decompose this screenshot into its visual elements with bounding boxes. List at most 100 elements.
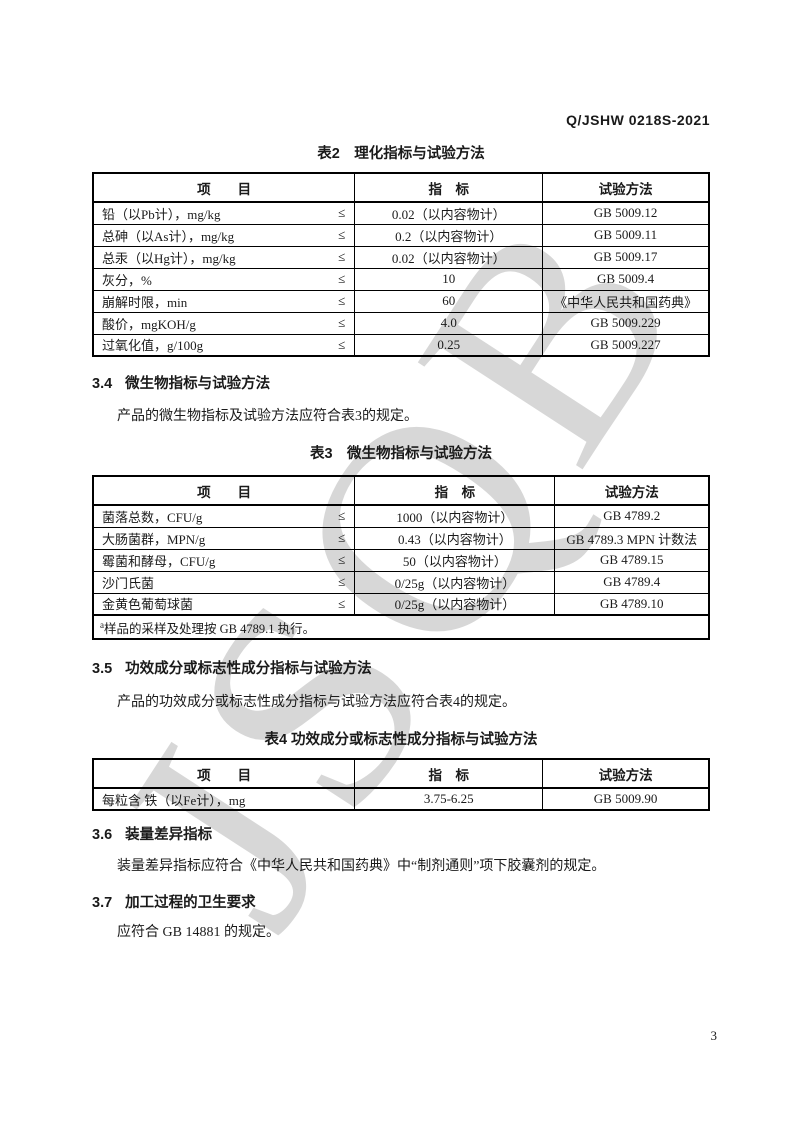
- indicator-value: 50（以内容物计）: [354, 548, 556, 572]
- table4-title: 表4 功效成分或标志性成分指标与试验方法: [264, 732, 538, 748]
- section-heading-3-4: 3.4 微生物指标与试验方法: [92, 375, 710, 393]
- col-header-item: 项 目: [92, 758, 356, 789]
- method-value: GB 5009.229: [542, 311, 710, 335]
- table-header-row: 项 目 指 标 试验方法: [92, 172, 710, 203]
- method-value: GB 4789.15: [554, 548, 710, 572]
- method-value: GB 4789.2: [554, 504, 710, 528]
- section-title: 装量差异指标: [125, 827, 213, 843]
- item-label: 过氧化值，g/100g: [102, 338, 204, 354]
- lte-symbol: ≤: [338, 552, 346, 567]
- doc-code: Q/JSHW 0218S-2021: [566, 112, 710, 128]
- section-body-3-6: 装量差异指标应符合《中华人民共和国药典》中“制剂通则”项下胶囊剂的规定。: [117, 859, 606, 874]
- section-body-3-5: 产品的功效成分或标志性成分指标与试验方法应符合表4的规定。: [117, 695, 516, 710]
- table-header-row: 项 目 指 标 试验方法: [92, 475, 710, 506]
- method-value: GB 5009.12: [542, 201, 710, 225]
- col-header-indicator: 指 标: [354, 475, 556, 506]
- indicator-value: 0.02（以内容物计）: [354, 245, 544, 269]
- col-header-item: 项 目: [92, 172, 356, 203]
- item-label: 金黄色葡萄球菌: [102, 597, 194, 613]
- lte-symbol: ≤: [338, 293, 346, 308]
- section-number: 3.4: [92, 376, 113, 392]
- footnote-text: 样品的采样及处理按 GB 4789.1 执行。: [104, 621, 316, 636]
- item-label: 沙门氏菌: [102, 575, 155, 591]
- col-header-indicator: 指 标: [354, 172, 544, 203]
- lte-symbol: ≤: [338, 508, 346, 524]
- table2-title: 表2 理化指标与试验方法: [317, 146, 485, 162]
- item-label: 菌落总数，CFU/g: [102, 509, 203, 525]
- table-footnote-row: a样品的采样及处理按 GB 4789.1 执行。: [92, 614, 710, 640]
- table-row: 总砷（以As计），mg/kg ≤ 0.2（以内容物计） GB 5009.11: [92, 223, 710, 247]
- section-body-3-4: 产品的微生物指标及试验方法应符合表3的规定。: [117, 409, 418, 424]
- lte-symbol: ≤: [338, 574, 346, 589]
- table-row: 大肠菌群，MPN/g ≤ 0.43（以内容物计） GB 4789.3 MPN 计数…: [92, 526, 710, 550]
- table-row: 每粒含 铁（以Fe计），mg 3.75-6.25 GB 5009.90: [92, 787, 710, 811]
- indicator-value: 0.02（以内容物计）: [354, 201, 544, 225]
- indicator-value: 0.25: [354, 333, 544, 357]
- col-header-method: 试验方法: [554, 475, 710, 506]
- item-label: 霉菌和酵母，CFU/g: [102, 553, 216, 569]
- page-number: 3: [710, 1028, 718, 1043]
- table3-title: 表3 微生物指标与试验方法: [309, 446, 493, 462]
- lte-symbol: ≤: [338, 271, 346, 286]
- lte-symbol: ≤: [338, 205, 346, 221]
- indicator-value: 1000（以内容物计）: [354, 504, 556, 528]
- section-title: 加工过程的卫生要求: [125, 895, 256, 911]
- method-value: GB 5009.90: [542, 787, 710, 811]
- table-row: 总汞（以Hg计），mg/kg ≤ 0.02（以内容物计） GB 5009.17: [92, 245, 710, 269]
- item-label: 灰分，%: [102, 272, 152, 288]
- table-row: 金黄色葡萄球菌 ≤ 0/25g（以内容物计） GB 4789.10: [92, 592, 710, 616]
- col-header-indicator: 指 标: [354, 758, 544, 789]
- indicator-value: 0/25g（以内容物计）: [354, 592, 556, 616]
- table-row: 灰分，% ≤ 10 GB 5009.4: [92, 267, 710, 291]
- item-label: 铅（以Pb计），mg/kg: [102, 206, 221, 222]
- indicator-value: 0.43（以内容物计）: [354, 526, 556, 550]
- item-label: 大肠菌群，MPN/g: [102, 531, 206, 547]
- table-row: 菌落总数，CFU/g ≤ 1000（以内容物计） GB 4789.2: [92, 504, 710, 528]
- footnote-marker: a: [100, 619, 104, 630]
- method-value: GB 5009.4: [542, 267, 710, 291]
- col-header-method: 试验方法: [542, 758, 710, 789]
- lte-symbol: ≤: [338, 530, 346, 545]
- table-row: 沙门氏菌 ≤ 0/25g（以内容物计） GB 4789.4: [92, 570, 710, 594]
- section-number: 3.6: [92, 827, 113, 843]
- section-number: 3.5: [92, 661, 113, 677]
- section-heading-3-5: 3.5 功效成分或标志性成分指标与试验方法: [92, 660, 710, 678]
- table-row: 崩解时限，min ≤ 60 《中华人民共和国药典》: [92, 289, 710, 313]
- indicator-value: 4.0: [354, 311, 544, 335]
- method-value: GB 5009.17: [542, 245, 710, 269]
- table-row: 霉菌和酵母，CFU/g ≤ 50（以内容物计） GB 4789.15: [92, 548, 710, 572]
- col-header-method: 试验方法: [542, 172, 710, 203]
- indicator-value: 0.2（以内容物计）: [354, 223, 544, 247]
- table-functional-components: 项 目 指 标 试验方法 每粒含 铁（以Fe计），mg 3.75-6.25 GB…: [92, 758, 710, 811]
- lte-symbol: ≤: [338, 336, 346, 352]
- section-title: 功效成分或标志性成分指标与试验方法: [125, 661, 372, 677]
- lte-symbol: ≤: [338, 249, 346, 264]
- section-title: 微生物指标与试验方法: [125, 376, 271, 392]
- indicator-value: 10: [354, 267, 544, 291]
- indicator-value: 3.75-6.25: [354, 787, 544, 811]
- table-microbiological: 项 目 指 标 试验方法 菌落总数，CFU/g ≤ 1000（以内容物计） GB …: [92, 475, 710, 640]
- lte-symbol: ≤: [338, 595, 346, 611]
- col-header-item: 项 目: [92, 475, 356, 506]
- indicator-value: 60: [354, 289, 544, 313]
- method-value: GB 5009.227: [542, 333, 710, 357]
- method-value: 《中华人民共和国药典》: [542, 289, 710, 313]
- lte-symbol: ≤: [338, 227, 346, 242]
- lte-symbol: ≤: [338, 315, 346, 330]
- indicator-value: 0/25g（以内容物计）: [354, 570, 556, 594]
- table-footnote: a样品的采样及处理按 GB 4789.1 执行。: [92, 614, 710, 640]
- table-row: 酸价，mgKOH/g ≤ 4.0 GB 5009.229: [92, 311, 710, 335]
- item-label: 酸价，mgKOH/g: [102, 316, 196, 332]
- table-row: 过氧化值，g/100g ≤ 0.25 GB 5009.227: [92, 333, 710, 357]
- method-value: GB 4789.4: [554, 570, 710, 594]
- method-value: GB 4789.3 MPN 计数法: [554, 526, 710, 550]
- method-value: GB 5009.11: [542, 223, 710, 247]
- method-value: GB 4789.10: [554, 592, 710, 616]
- table-header-row: 项 目 指 标 试验方法: [92, 758, 710, 789]
- page-content: Q/JSHW 0218S-2021 表2 理化指标与试验方法 项 目 指 标 试…: [92, 0, 710, 942]
- item-label: 总砷（以As计），mg/kg: [102, 228, 235, 244]
- table-physicochemical: 项 目 指 标 试验方法 铅（以Pb计），mg/kg ≤ 0.02（以内容物计） …: [92, 172, 710, 357]
- section-number: 3.7: [92, 895, 113, 911]
- table-row: 铅（以Pb计），mg/kg ≤ 0.02（以内容物计） GB 5009.12: [92, 201, 710, 225]
- section-body-3-7: 应符合 GB 14881 的规定。: [117, 925, 280, 940]
